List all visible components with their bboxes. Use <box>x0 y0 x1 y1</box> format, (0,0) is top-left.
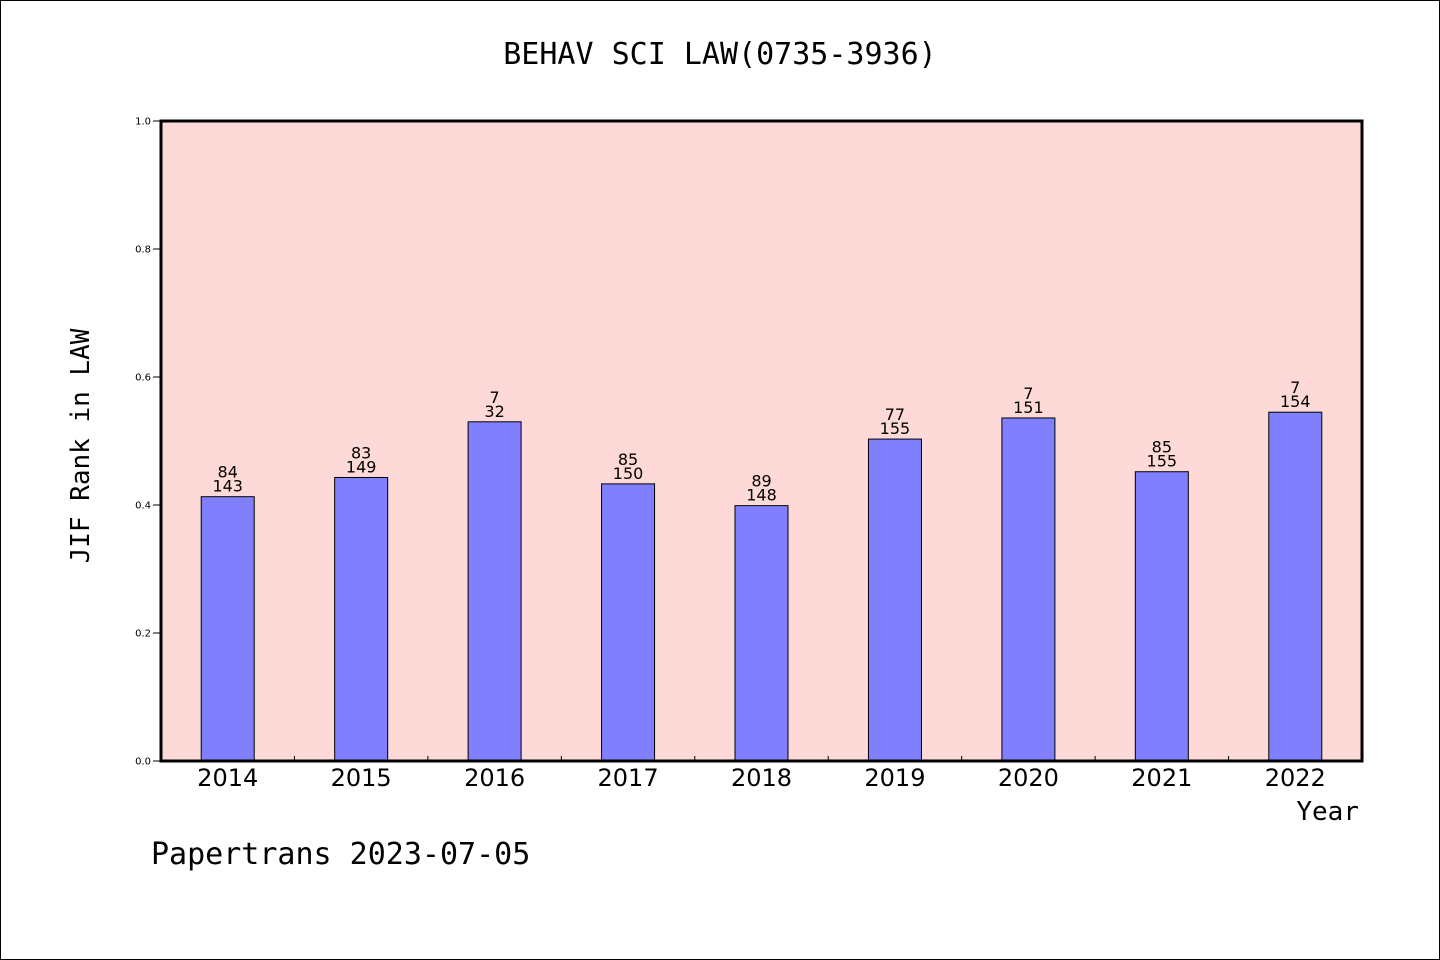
chart-title: BEHAV SCI LAW(0735-3936) <box>503 37 937 72</box>
bar-rank-label: 77 <box>885 405 905 424</box>
y-tick-label: 0.6 <box>135 373 151 384</box>
bar-rank-label: 84 <box>218 463 238 482</box>
bar-rank-label: 7 <box>1023 384 1033 403</box>
bar <box>601 483 656 762</box>
bar-total-label: 149 <box>346 457 377 476</box>
bar <box>200 496 255 762</box>
bar <box>734 505 789 762</box>
bar-total-label: 143 <box>212 477 243 496</box>
bar-total-label: 150 <box>613 464 644 483</box>
x-axis-categories: 2014 2015 2016 2017 2018 2019 2020 2021 2022 <box>197 756 1326 792</box>
bar-rank-label: 89 <box>751 472 771 491</box>
y-tick-label: 0.4 <box>135 501 151 512</box>
bar-total-label: 154 <box>1280 392 1311 411</box>
y-tick-label: 0.2 <box>135 629 151 640</box>
bar-rank-label: 85 <box>1152 438 1172 457</box>
bar <box>1134 471 1189 762</box>
x-category-label: 2019 <box>864 764 925 792</box>
y-tick-label: 1.0 <box>135 117 151 128</box>
x-category-label: 2018 <box>731 764 792 792</box>
x-category-label: 2021 <box>1131 764 1192 792</box>
bar-total-label: 155 <box>1147 452 1178 471</box>
plot-border <box>159 119 1364 763</box>
y-axis-ticks: 0.0 0.2 0.4 0.6 0.8 1.0 <box>135 117 161 768</box>
x-category-label: 2017 <box>598 764 659 792</box>
x-category-label: 2016 <box>464 764 525 792</box>
bar-total-label: 32 <box>484 402 504 421</box>
bar <box>334 476 389 762</box>
x-category-label: 2020 <box>998 764 1059 792</box>
bar-rank-label: 7 <box>490 388 500 407</box>
y-tick-label: 0.8 <box>135 245 151 256</box>
x-category-label: 2015 <box>331 764 392 792</box>
footer-watermark: Papertrans 2023-07-05 <box>151 837 531 872</box>
x-category-label: 2014 <box>197 764 258 792</box>
bar-total-label: 151 <box>1013 398 1044 417</box>
bar <box>1001 417 1056 762</box>
bar-rank-label: 7 <box>1290 378 1300 397</box>
bar <box>467 421 522 762</box>
bar-total-label: 148 <box>746 486 777 505</box>
x-axis-label: Year <box>1296 797 1359 827</box>
y-tick-label: 0.0 <box>135 757 151 768</box>
bar-rank-label: 83 <box>351 443 371 462</box>
bar-rank-label: 85 <box>618 450 638 469</box>
bar <box>867 438 922 762</box>
bar-total-label: 155 <box>880 419 911 438</box>
x-category-label: 2022 <box>1265 764 1326 792</box>
bar <box>1268 411 1323 762</box>
